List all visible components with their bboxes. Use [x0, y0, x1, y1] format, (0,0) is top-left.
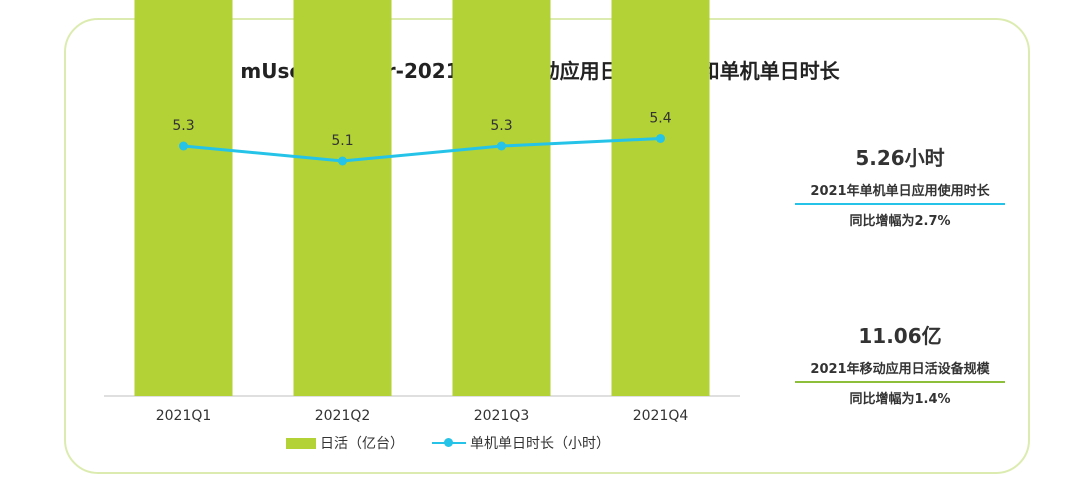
line-point-2021Q3 [497, 141, 506, 151]
kpi-dau-scale: 11.06亿 2021年移动应用日活设备规模 同比增幅为1.4% [795, 320, 1005, 407]
legend-line-swatch [432, 436, 466, 450]
x-tick-label-2021Q4: 2021Q4 [633, 408, 689, 424]
line-point-2021Q2 [338, 156, 347, 166]
bar-2021Q2 [293, 0, 392, 396]
kpi-duration-value: 5.26小时 [855, 146, 945, 170]
kpi-duration-label: 2021年单机单日应用使用时长 [810, 184, 990, 199]
x-tick-label-2021Q1: 2021Q1 [156, 408, 212, 424]
kpi-dau-label: 2021年移动应用日活设备规模 [810, 362, 990, 377]
bar-2021Q4 [611, 0, 710, 396]
kpi-duration-growth: 同比增幅为2.7% [849, 214, 951, 229]
bar-2021Q1 [134, 0, 233, 396]
kpi-dau-value: 11.06亿 [858, 324, 942, 348]
legend-item-duration: 单机单日时长（小时） [432, 433, 610, 453]
bar-2021Q3 [452, 0, 551, 396]
line-series-duration [183, 137, 661, 163]
x-tick-label-2021Q2: 2021Q2 [315, 408, 371, 424]
kpi-dau-underline [795, 381, 1005, 383]
kpi-duration-underline [795, 203, 1005, 205]
line-point-2021Q1 [179, 141, 188, 151]
kpi-usage-duration: 5.26小时 2021年单机单日应用使用时长 同比增幅为2.7% [795, 142, 1005, 229]
x-tick-label-2021Q3: 2021Q3 [474, 408, 530, 424]
line-label-2021Q3: 5.3 [490, 118, 512, 134]
line-label-2021Q1: 5.3 [172, 118, 194, 134]
line-point-2021Q4 [656, 134, 665, 143]
legend-dau-label: 日活（亿台） [320, 436, 404, 452]
kpi-dau-growth: 同比增幅为1.4% [849, 392, 951, 407]
legend-duration-label: 单机单日时长（小时） [470, 436, 610, 452]
line-label-2021Q2: 5.1 [331, 133, 353, 149]
legend-bar-swatch [286, 437, 316, 449]
legend-item-dau: 日活（亿台） [286, 433, 404, 453]
line-label-2021Q4: 5.4 [649, 111, 671, 127]
